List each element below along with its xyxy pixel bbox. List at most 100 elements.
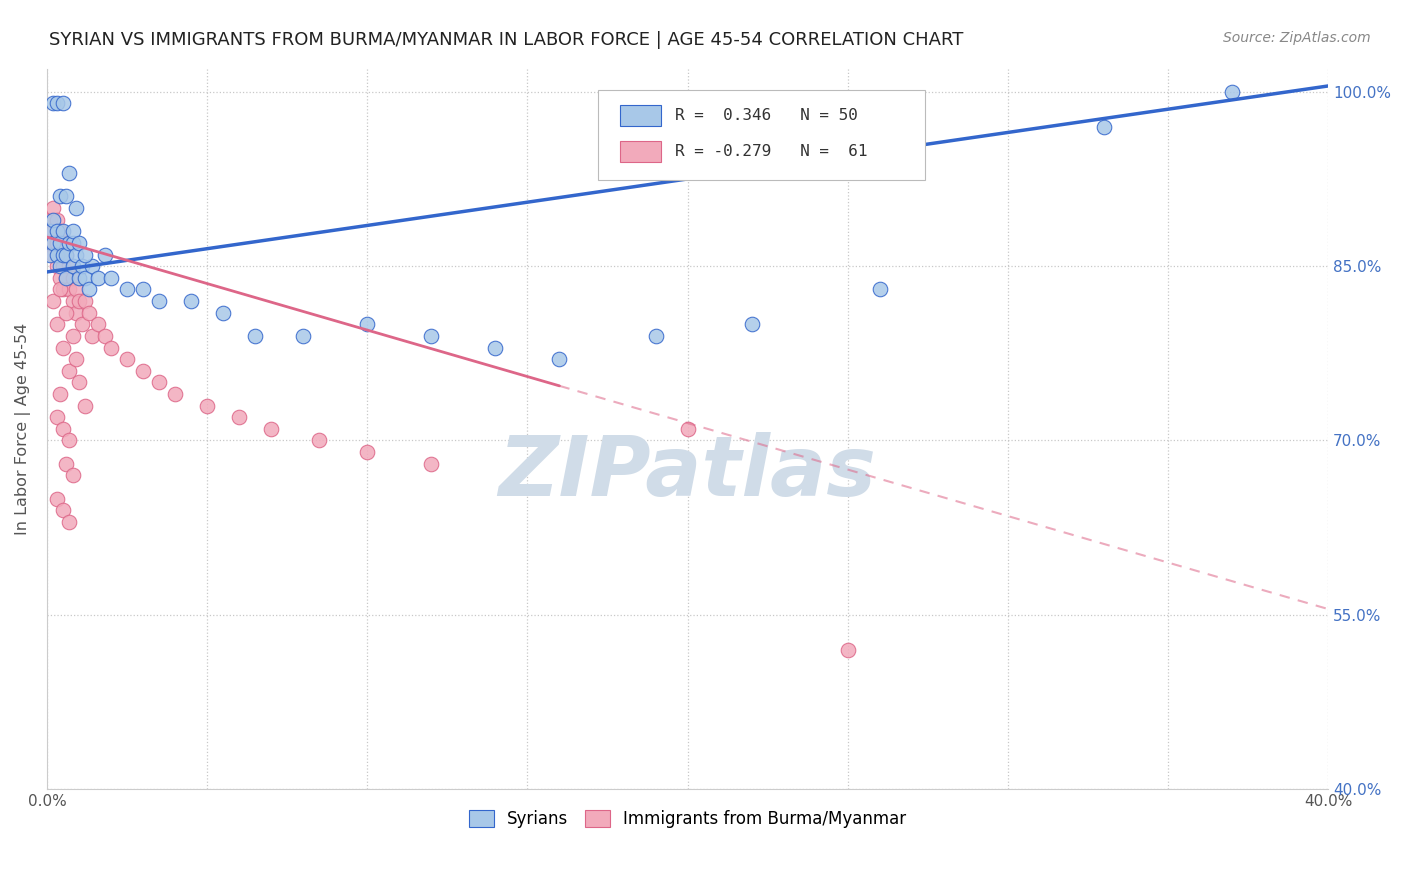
Point: [75, 270, 97, 285]
Point: [39, 235, 62, 250]
Point: [75, 399, 97, 413]
Point: [45, 491, 67, 506]
Point: [49, 387, 72, 401]
Point: [58, 235, 80, 250]
Legend: Syrians, Immigrants from Burma/Myanmar: Syrians, Immigrants from Burma/Myanmar: [463, 804, 912, 835]
Point: [165, 387, 187, 401]
Text: Source: ZipAtlas.com: Source: ZipAtlas.com: [1223, 31, 1371, 45]
Point: [52, 503, 75, 517]
Point: [100, 270, 122, 285]
Point: [45, 247, 67, 261]
Point: [49, 235, 72, 250]
Point: [62, 224, 84, 238]
Point: [75, 293, 97, 308]
Y-axis label: In Labor Force | Age 45-54: In Labor Force | Age 45-54: [15, 323, 31, 535]
Point: [100, 341, 122, 355]
Point: [644, 329, 666, 343]
Point: [49, 282, 72, 296]
Point: [77, 305, 100, 319]
Point: [49, 259, 72, 273]
Point: [67, 235, 90, 250]
Point: [42, 224, 65, 238]
Point: [58, 364, 80, 378]
Point: [292, 329, 315, 343]
Point: [228, 410, 250, 425]
Point: [132, 282, 155, 296]
Point: [58, 282, 80, 296]
Point: [93, 247, 115, 261]
Point: [70, 259, 93, 273]
Point: [212, 305, 235, 319]
Point: [65, 352, 87, 367]
Point: [65, 201, 87, 215]
Point: [52, 224, 75, 238]
Point: [39, 247, 62, 261]
Point: [55, 189, 77, 203]
Point: [45, 212, 67, 227]
Point: [132, 364, 155, 378]
Point: [45, 318, 67, 332]
Point: [49, 224, 72, 238]
Point: [67, 293, 90, 308]
Point: [676, 422, 699, 436]
Point: [49, 247, 72, 261]
Point: [62, 329, 84, 343]
Text: R = -0.279   N =  61: R = -0.279 N = 61: [675, 144, 868, 159]
Point: [148, 293, 170, 308]
Point: [741, 318, 763, 332]
Point: [65, 305, 87, 319]
Point: [869, 282, 891, 296]
Point: [80, 259, 103, 273]
Point: [62, 293, 84, 308]
Point: [49, 189, 72, 203]
Point: [484, 341, 506, 355]
Point: [548, 352, 571, 367]
Point: [52, 341, 75, 355]
Text: SYRIAN VS IMMIGRANTS FROM BURMA/MYANMAR IN LABOR FORCE | AGE 45-54 CORRELATION C: SYRIAN VS IMMIGRANTS FROM BURMA/MYANMAR …: [49, 31, 963, 49]
Point: [52, 96, 75, 111]
Point: [42, 96, 65, 111]
Point: [75, 247, 97, 261]
Point: [180, 293, 202, 308]
Point: [356, 318, 378, 332]
Point: [62, 259, 84, 273]
Point: [52, 247, 75, 261]
Point: [55, 305, 77, 319]
Text: ZIPatlas: ZIPatlas: [499, 432, 876, 513]
Text: R =  0.346   N = 50: R = 0.346 N = 50: [675, 108, 858, 123]
Point: [58, 434, 80, 448]
Point: [93, 329, 115, 343]
Point: [62, 270, 84, 285]
Point: [49, 270, 72, 285]
Point: [52, 282, 75, 296]
Point: [308, 434, 330, 448]
Point: [420, 457, 443, 471]
Point: [55, 247, 77, 261]
Point: [65, 282, 87, 296]
Point: [52, 235, 75, 250]
Bar: [620, 141, 661, 162]
Point: [42, 235, 65, 250]
Point: [52, 259, 75, 273]
Point: [77, 282, 100, 296]
Point: [55, 270, 77, 285]
Point: [58, 515, 80, 529]
Point: [58, 259, 80, 273]
Point: [55, 247, 77, 261]
Point: [195, 399, 218, 413]
Point: [148, 376, 170, 390]
Point: [39, 224, 62, 238]
Point: [58, 166, 80, 180]
Point: [39, 212, 62, 227]
Point: [45, 96, 67, 111]
Point: [837, 642, 859, 657]
Point: [67, 376, 90, 390]
Point: [45, 224, 67, 238]
Point: [45, 235, 67, 250]
Point: [260, 422, 283, 436]
Point: [243, 329, 266, 343]
Point: [55, 457, 77, 471]
Point: [87, 270, 110, 285]
Point: [115, 352, 138, 367]
Point: [356, 445, 378, 459]
